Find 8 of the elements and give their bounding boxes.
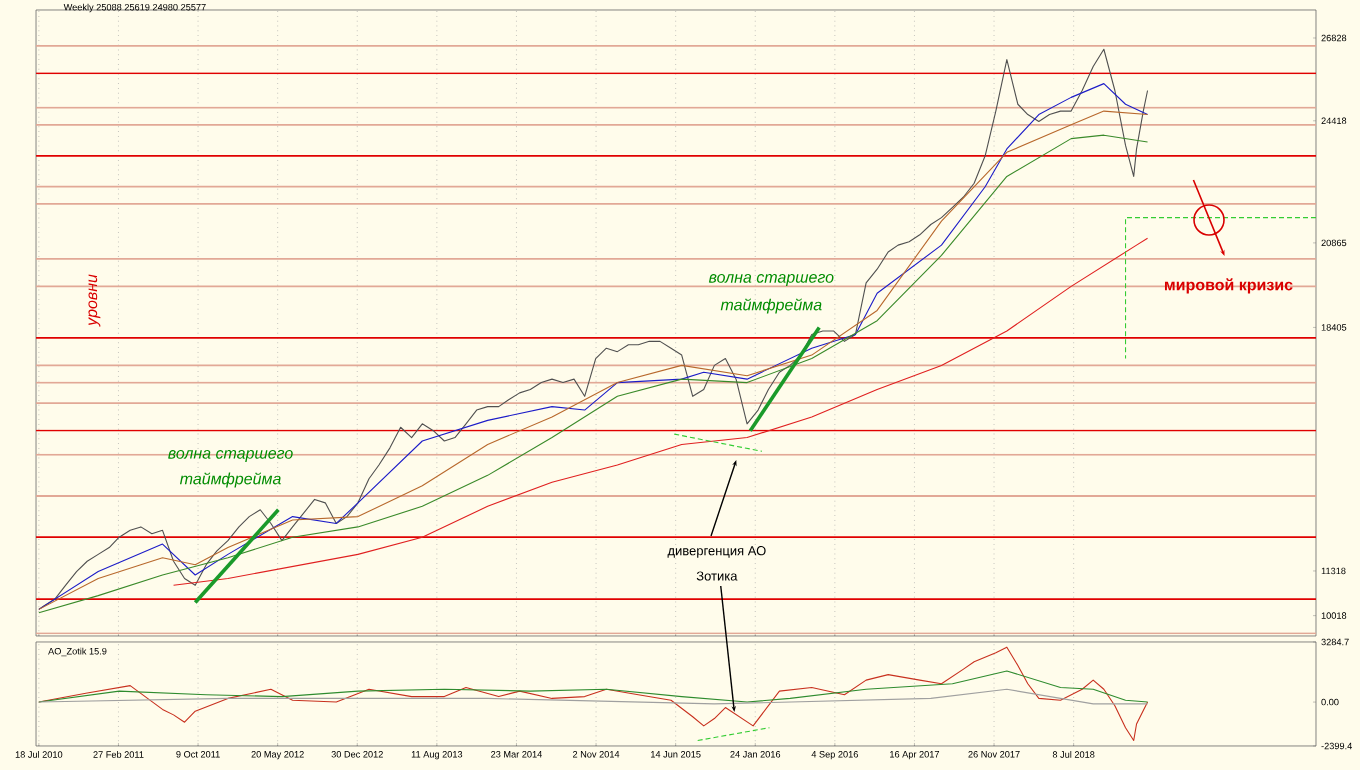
annotation: мировой кризис <box>1164 278 1293 294</box>
line-series <box>38 646 1149 742</box>
line-series <box>172 237 1149 586</box>
annotation: волна старшего <box>708 274 834 286</box>
annotation: таймфрейма <box>179 472 281 488</box>
annotation: уровни <box>88 274 101 327</box>
annotation: таймфрейма <box>720 298 822 314</box>
annotation: волна старшего <box>168 450 293 462</box>
